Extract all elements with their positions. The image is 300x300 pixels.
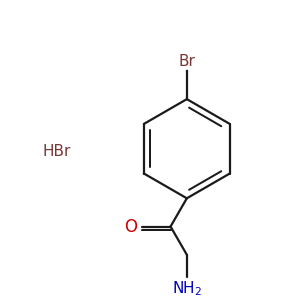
Text: Br: Br [178,54,195,69]
Text: O: O [124,218,137,236]
Text: NH$_2$: NH$_2$ [172,279,202,298]
Text: HBr: HBr [42,144,71,159]
